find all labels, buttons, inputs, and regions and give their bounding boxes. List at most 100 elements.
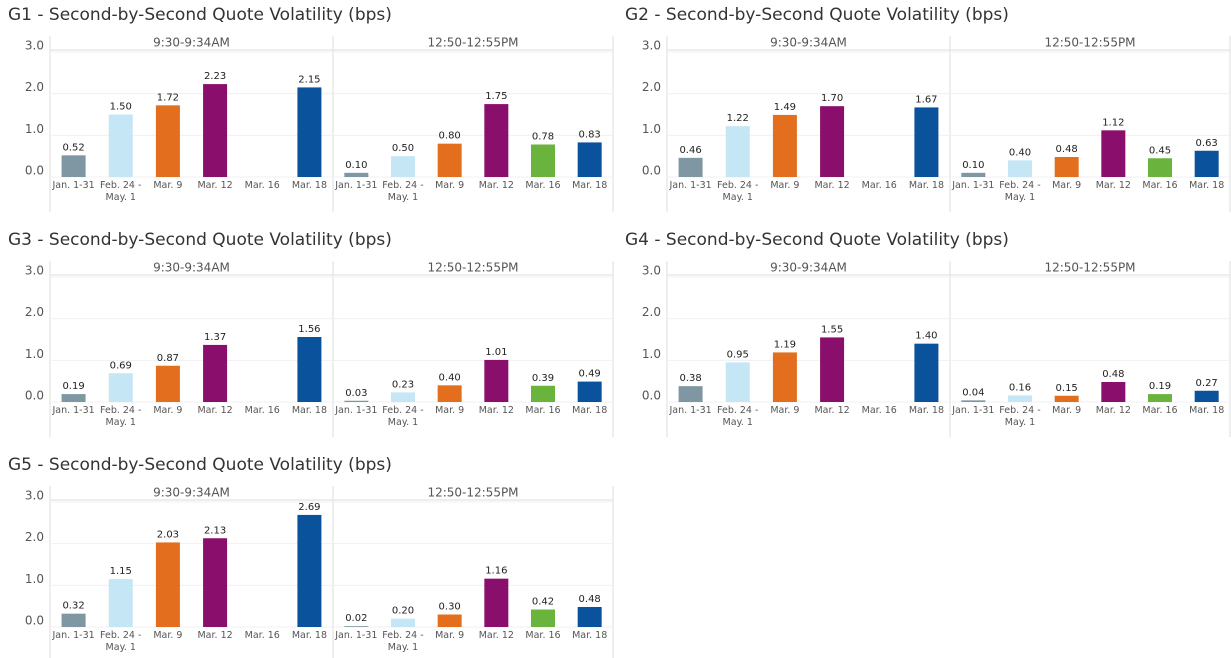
chart: G4 - Second-by-Second Quote Volatility (… xyxy=(617,225,1231,443)
chart-title: G1 - Second-by-Second Quote Volatility (… xyxy=(8,5,392,25)
value-label: 0.23 xyxy=(392,379,414,390)
value-label: 0.27 xyxy=(1196,378,1218,389)
chart-svg: G4 - Second-by-Second Quote Volatility (… xyxy=(625,230,1231,437)
x-tick-label: Mar. 16 xyxy=(1142,180,1178,191)
x-tick-label: Mar. 16 xyxy=(244,630,280,641)
value-label: 1.49 xyxy=(774,102,796,113)
value-label: 0.38 xyxy=(679,373,701,384)
chart: G1 - Second-by-Second Quote Volatility (… xyxy=(0,0,614,218)
x-tick-label: Mar. 12 xyxy=(1095,180,1131,191)
x-tick-label: Mar. 12 xyxy=(197,405,233,416)
panel-title: 12:50-12:55PM xyxy=(1044,36,1135,50)
value-label: 0.80 xyxy=(439,131,461,142)
bar xyxy=(344,400,369,402)
bar xyxy=(1194,150,1219,177)
value-label: 2.15 xyxy=(298,74,320,85)
value-label: 0.10 xyxy=(962,160,984,171)
value-label: 0.02 xyxy=(345,613,367,624)
bar xyxy=(297,87,322,177)
x-tick-label: Mar. 9 xyxy=(435,405,465,416)
x-tick-label: Mar. 16 xyxy=(1142,405,1178,416)
x-tick-label: Jan. 1-31 xyxy=(669,180,712,191)
value-label: 2.13 xyxy=(204,525,226,536)
chart-svg: G5 - Second-by-Second Quote Volatility (… xyxy=(8,455,614,658)
bar xyxy=(391,156,415,177)
x-tick-label: Feb. 24 - May. 1 xyxy=(382,630,424,653)
x-tick-label: Jan. 1-31 xyxy=(335,180,378,191)
chart: G5 - Second-by-Second Quote Volatility (… xyxy=(0,450,614,658)
panel-title: 12:50-12:55PM xyxy=(1044,261,1135,275)
x-tick-label: Mar. 12 xyxy=(478,630,514,641)
bar xyxy=(678,386,703,402)
bar xyxy=(437,614,462,627)
panel-title: 9:30-9:34AM xyxy=(153,261,230,275)
value-label: 1.70 xyxy=(821,93,843,104)
x-tick-label: Mar. 9 xyxy=(435,630,465,641)
bar xyxy=(678,157,703,177)
x-tick-label: Feb. 24 - May. 1 xyxy=(100,405,142,428)
bar xyxy=(531,144,555,177)
bar xyxy=(437,385,462,402)
value-label: 0.69 xyxy=(110,360,132,371)
bar xyxy=(297,337,322,402)
y-tick-label: 3.0 xyxy=(642,264,661,278)
bar xyxy=(391,392,415,402)
bar xyxy=(1008,160,1032,177)
x-tick-label: Jan. 1-31 xyxy=(669,405,712,416)
x-tick-label: Mar. 18 xyxy=(291,405,327,416)
x-tick-label: Mar. 18 xyxy=(291,630,327,641)
x-tick-label: Feb. 24 - May. 1 xyxy=(382,405,424,428)
bar xyxy=(961,172,986,177)
x-tick-label: Mar. 12 xyxy=(814,180,850,191)
bar xyxy=(203,538,228,627)
value-label: 0.63 xyxy=(1196,138,1218,149)
x-tick-label: Feb. 24 - May. 1 xyxy=(717,405,759,428)
bar xyxy=(1008,395,1032,402)
bar xyxy=(1148,158,1172,177)
x-tick-label: Mar. 12 xyxy=(1095,405,1131,416)
x-tick-label: Mar. 16 xyxy=(244,180,280,191)
x-tick-label: Feb. 24 - May. 1 xyxy=(382,180,424,203)
chart-title: G4 - Second-by-Second Quote Volatility (… xyxy=(625,230,1009,250)
value-label: 0.15 xyxy=(1056,383,1078,394)
x-tick-label: Jan. 1-31 xyxy=(952,180,995,191)
value-label: 1.12 xyxy=(1102,117,1124,128)
bar xyxy=(484,578,509,627)
bar xyxy=(61,613,86,627)
x-tick-label: Jan. 1-31 xyxy=(52,630,95,641)
bar xyxy=(155,365,180,402)
bar xyxy=(344,626,369,627)
x-tick-label: Jan. 1-31 xyxy=(952,405,995,416)
y-tick-label: 2.0 xyxy=(642,80,661,94)
value-label: 0.95 xyxy=(727,349,749,360)
x-tick-label: Mar. 18 xyxy=(291,180,327,191)
x-tick-label: Mar. 16 xyxy=(861,180,897,191)
value-label: 0.04 xyxy=(962,387,984,398)
x-tick-label: Mar. 18 xyxy=(572,630,608,641)
value-label: 1.16 xyxy=(485,566,507,577)
value-label: 0.87 xyxy=(157,353,179,364)
value-label: 0.40 xyxy=(1009,147,1031,158)
y-tick-label: 3.0 xyxy=(642,39,661,53)
x-tick-label: Mar. 18 xyxy=(1189,180,1225,191)
y-tick-label: 3.0 xyxy=(25,39,44,53)
y-tick-label: 0.0 xyxy=(642,164,661,178)
x-tick-label: Mar. 18 xyxy=(908,405,944,416)
value-label: 0.83 xyxy=(579,129,601,140)
y-tick-label: 1.0 xyxy=(642,122,661,136)
x-tick-label: Feb. 24 - May. 1 xyxy=(100,630,142,653)
bar xyxy=(577,142,602,177)
bar xyxy=(484,104,509,177)
x-tick-label: Mar. 18 xyxy=(1189,405,1225,416)
bar xyxy=(1194,390,1219,402)
panel-title: 9:30-9:34AM xyxy=(153,36,230,50)
bar xyxy=(297,514,322,627)
x-tick-label: Mar. 16 xyxy=(525,180,561,191)
x-tick-label: Jan. 1-31 xyxy=(335,630,378,641)
bar xyxy=(772,114,797,177)
value-label: 1.01 xyxy=(485,347,507,358)
panel-title: 12:50-12:55PM xyxy=(427,261,518,275)
bar xyxy=(344,172,369,177)
bar xyxy=(61,155,86,177)
y-tick-label: 1.0 xyxy=(642,347,661,361)
